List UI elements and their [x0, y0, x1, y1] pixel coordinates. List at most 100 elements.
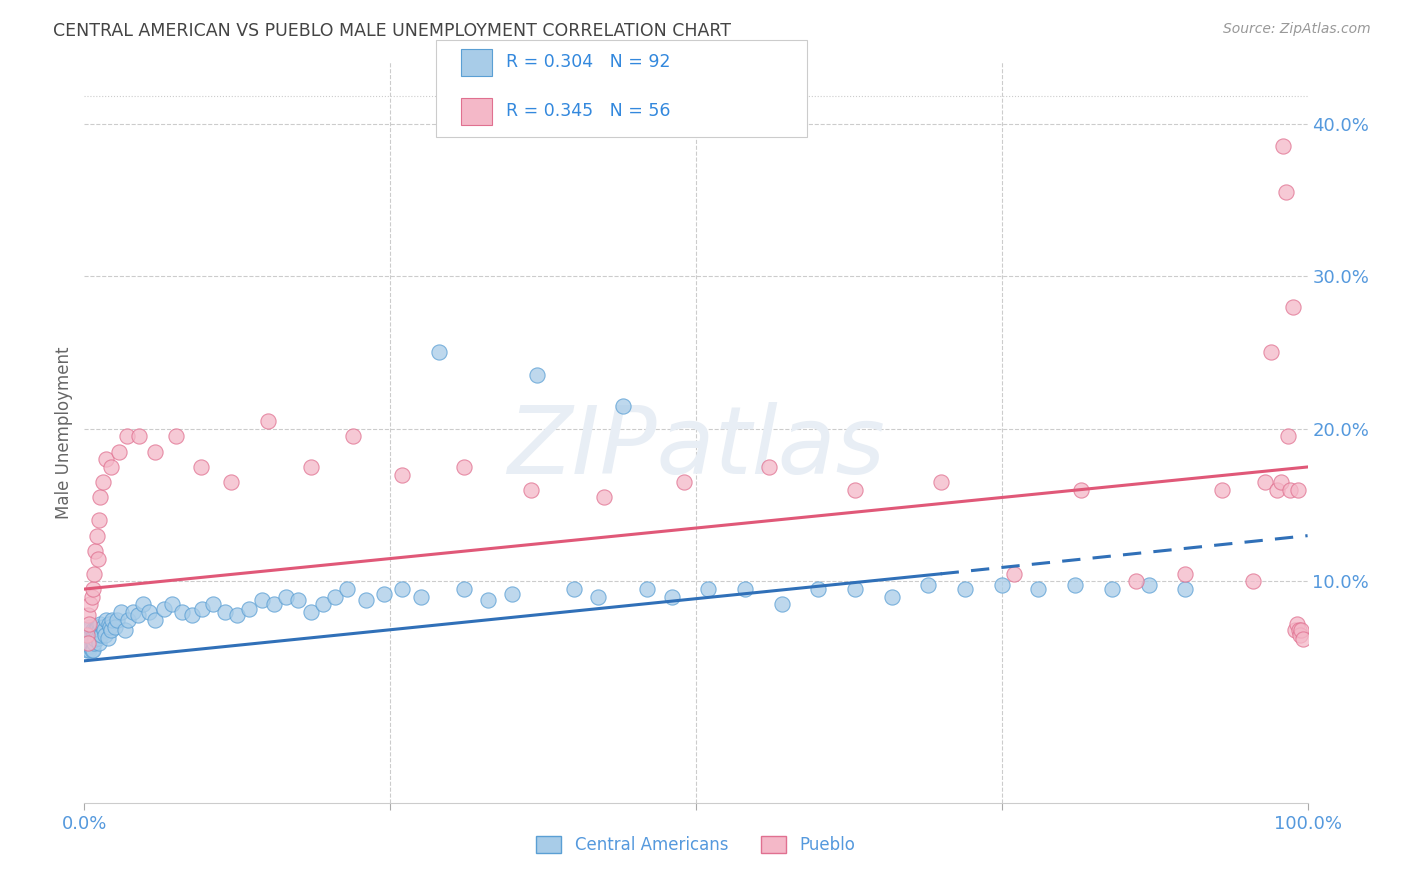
Point	[84, 632, 107, 647]
Point	[153, 602, 176, 616]
Point	[76, 635, 98, 649]
Point	[219, 475, 242, 490]
Point	[82, 582, 104, 596]
Point	[1211, 483, 1233, 497]
Point	[86, 529, 108, 543]
Point	[1288, 624, 1310, 638]
Point	[929, 475, 952, 490]
Point	[87, 513, 110, 527]
Point	[96, 613, 118, 627]
Point	[138, 605, 160, 619]
Point	[104, 620, 127, 634]
Y-axis label: Male Unemployment: Male Unemployment	[55, 346, 73, 519]
Point	[263, 598, 285, 612]
Point	[1282, 300, 1305, 314]
Point	[991, 577, 1014, 591]
Point	[1277, 429, 1299, 443]
Point	[770, 598, 793, 612]
Point	[181, 608, 204, 623]
Point	[128, 429, 150, 443]
Point	[1291, 624, 1313, 638]
Point	[1279, 483, 1302, 497]
Point	[132, 598, 155, 612]
Point	[122, 605, 145, 619]
Point	[80, 590, 103, 604]
Point	[250, 592, 273, 607]
Point	[342, 429, 364, 443]
Point	[1241, 574, 1264, 589]
Point	[1125, 574, 1147, 589]
Point	[734, 582, 756, 596]
Point	[391, 582, 413, 596]
Point	[844, 582, 866, 596]
Point	[83, 628, 105, 642]
Point	[502, 587, 524, 601]
Point	[190, 460, 212, 475]
Point	[917, 577, 939, 591]
Point	[77, 632, 100, 647]
Point	[299, 605, 322, 619]
Point	[80, 631, 103, 645]
Point	[1284, 624, 1306, 638]
Point	[477, 592, 499, 607]
Point	[77, 635, 100, 649]
Point	[636, 582, 658, 596]
Point	[77, 635, 100, 649]
Point	[91, 620, 114, 634]
Point	[165, 429, 187, 443]
Point	[87, 620, 110, 634]
Point	[82, 643, 104, 657]
Point	[162, 598, 184, 612]
Point	[77, 639, 100, 653]
Point	[807, 582, 830, 596]
Point	[672, 475, 695, 490]
Point	[661, 590, 683, 604]
Point	[84, 624, 107, 638]
Text: CENTRAL AMERICAN VS PUEBLO MALE UNEMPLOYMENT CORRELATION CHART: CENTRAL AMERICAN VS PUEBLO MALE UNEMPLOY…	[53, 22, 731, 40]
Point	[299, 460, 322, 475]
Legend: Central Americans, Pueblo: Central Americans, Pueblo	[530, 830, 862, 861]
Point	[391, 467, 413, 482]
Point	[354, 592, 377, 607]
Point	[1101, 582, 1123, 596]
Text: Source: ZipAtlas.com: Source: ZipAtlas.com	[1223, 22, 1371, 37]
Point	[100, 460, 122, 475]
Point	[1270, 475, 1292, 490]
Point	[1137, 577, 1160, 591]
Text: ZIPatlas: ZIPatlas	[508, 402, 884, 493]
Point	[612, 399, 634, 413]
Point	[1254, 475, 1277, 490]
Point	[79, 598, 101, 612]
Point	[844, 483, 866, 497]
Point	[1174, 566, 1197, 581]
Point	[76, 628, 98, 642]
Point	[1174, 582, 1197, 596]
Point	[77, 608, 100, 623]
Point	[1292, 632, 1315, 647]
Point	[453, 582, 475, 596]
Point	[1070, 483, 1092, 497]
Point	[953, 582, 976, 596]
Point	[79, 639, 101, 653]
Point	[93, 624, 115, 638]
Point	[276, 590, 298, 604]
Point	[172, 605, 194, 619]
Point	[214, 605, 236, 619]
Point	[86, 620, 108, 634]
Point	[1064, 577, 1087, 591]
Point	[1286, 483, 1309, 497]
Point	[201, 598, 224, 612]
Point	[107, 444, 129, 458]
Point	[77, 628, 100, 642]
Point	[409, 590, 432, 604]
Point	[97, 617, 120, 632]
Point	[257, 414, 280, 428]
Point	[79, 620, 101, 634]
Point	[82, 624, 104, 638]
Point	[226, 608, 249, 623]
Point	[1002, 566, 1025, 581]
Point	[336, 582, 359, 596]
Point	[593, 491, 616, 505]
Point	[143, 613, 166, 627]
Point	[1260, 345, 1282, 359]
